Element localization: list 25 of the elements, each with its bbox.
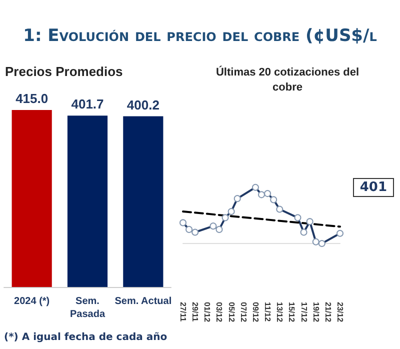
x-tick-label: 05/12 bbox=[226, 302, 236, 323]
x-tick-label: 13/12 bbox=[275, 302, 284, 323]
x-tick-label: 07/12 bbox=[238, 302, 248, 323]
data-label: 415.0 bbox=[16, 91, 48, 106]
chart-subtitle: Precios Promedios bbox=[5, 64, 123, 79]
x-tick-label: 01/12 bbox=[202, 302, 212, 323]
x-tick-label: 19/12 bbox=[311, 302, 320, 323]
data-label: 401.7 bbox=[71, 96, 104, 112]
x-tick-label: 17/12 bbox=[299, 302, 308, 323]
data-label: 400.2 bbox=[126, 97, 160, 112]
chart-title: Últimas 20 cotizaciones del cobre bbox=[216, 66, 360, 94]
x-tick-label: 09/12 bbox=[250, 302, 260, 323]
x-tick-label: Sem. Actual bbox=[114, 296, 172, 307]
x-tick-label: 15/12 bbox=[287, 302, 296, 323]
x-tick-label: 29/11 bbox=[190, 302, 200, 322]
x-tick-label: 03/12 bbox=[214, 302, 224, 323]
x-tick-label: 11/12 bbox=[263, 302, 272, 322]
x-tick-label: 2024 (*) bbox=[14, 296, 50, 307]
text: 401 bbox=[352, 178, 394, 197]
x-tick-label: 21/12 bbox=[323, 302, 332, 323]
x-tick-label: 27/11 bbox=[178, 302, 188, 322]
x-tick-label: Sem. Pasada bbox=[70, 296, 106, 320]
text: (*) A igual fecha de cada año bbox=[4, 332, 168, 343]
chart-title: 1: Evolución del precio del cobre (¢US$/l bbox=[22, 26, 378, 46]
x-tick-label: 23/12 bbox=[336, 302, 344, 323]
